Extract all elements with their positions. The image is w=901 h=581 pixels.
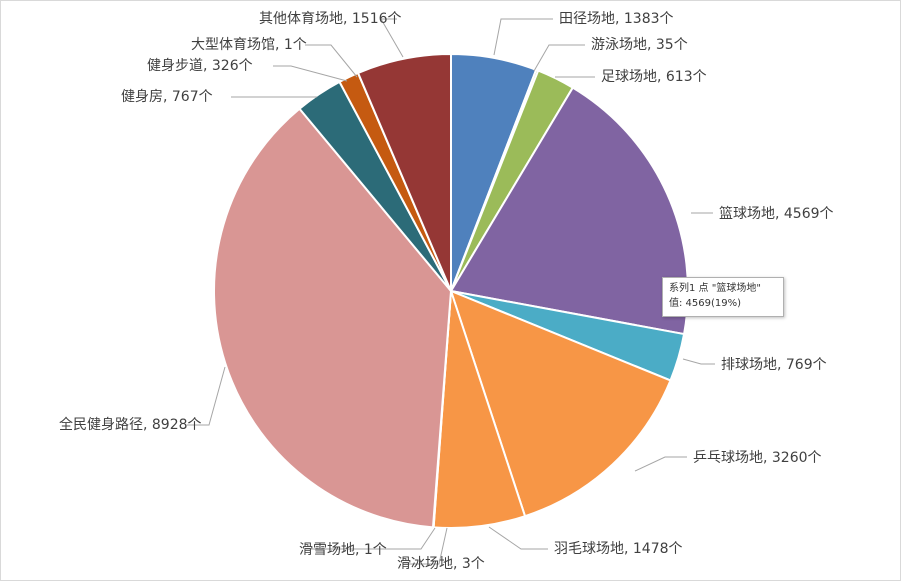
pie-slice-10[interactable] — [213, 107, 452, 529]
leader-line-12 — [273, 65, 348, 82]
data-label-3: 足球场地, 613个 — [601, 69, 707, 85]
data-point-tooltip: 系列1 点 "篮球场地" 值: 4569(19%) — [662, 277, 784, 317]
leader-line-13 — [305, 44, 358, 78]
pie-slice-6[interactable] — [450, 290, 672, 518]
leader-line-9 — [305, 527, 436, 550]
data-label-7: 羽毛球场地, 1478个 — [554, 541, 683, 557]
data-label-14: 其他体育场地, 1516个 — [259, 11, 402, 27]
tooltip-series-point: 系列1 点 "篮球场地" — [669, 283, 761, 294]
data-label-8: 滑冰场地, 3个 — [397, 555, 485, 572]
data-label-6: 乒乓球场地, 3260个 — [693, 450, 822, 466]
pie-slice-14[interactable] — [357, 53, 452, 292]
leader-line-5 — [682, 358, 715, 365]
data-label-5: 排球场地, 769个 — [721, 357, 827, 373]
data-label-13: 大型体育场馆, 1个 — [191, 37, 307, 53]
data-label-10: 全民健身路径, 8928个 — [59, 416, 202, 433]
data-label-12: 健身步道, 326个 — [147, 58, 253, 74]
data-label-4: 篮球场地, 4569个 — [719, 206, 834, 222]
leader-line-2 — [533, 44, 585, 72]
leader-line-10 — [187, 366, 226, 426]
leader-line-1 — [493, 18, 553, 56]
leader-line-7 — [488, 526, 548, 550]
data-label-11: 健身房, 767个 — [121, 89, 213, 105]
leader-line-8 — [403, 527, 448, 565]
leader-line-6 — [634, 456, 687, 472]
data-label-2: 游泳场地, 35个 — [591, 37, 688, 53]
data-label-1: 田径场地, 1383个 — [559, 11, 674, 27]
leader-line-14 — [380, 18, 404, 58]
tooltip-value: 值: 4569(19%) — [669, 298, 742, 309]
data-label-9: 滑雪场地, 1个 — [299, 541, 387, 558]
